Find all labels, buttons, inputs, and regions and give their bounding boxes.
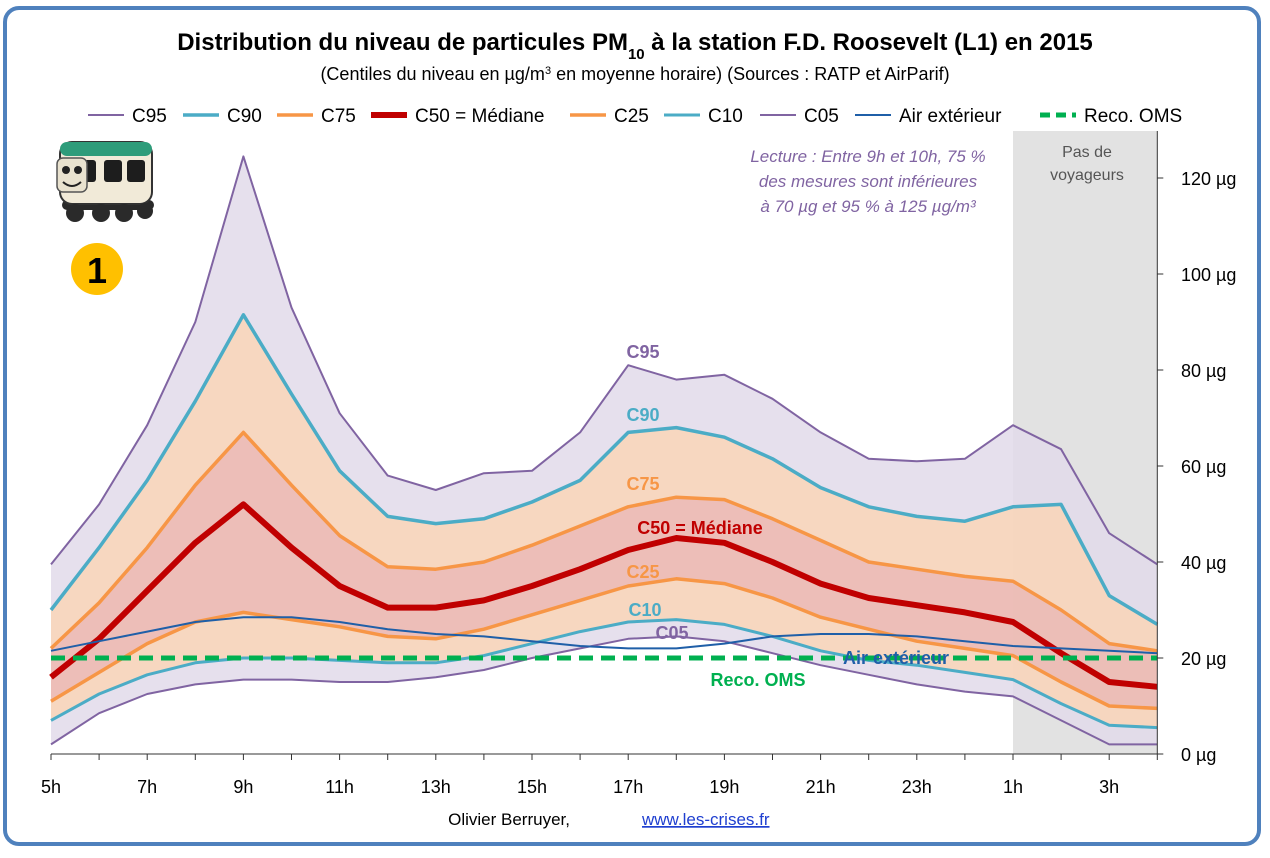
x-tick-label: 11h: [325, 777, 354, 797]
no-passenger-label-line2: voyageurs: [1050, 167, 1124, 184]
inline-label-c05: C05: [655, 623, 688, 643]
inline-label-reco-oms: Reco. OMS: [710, 670, 805, 690]
y-tick-label: 0 µg: [1181, 745, 1216, 765]
chart-title: Distribution du niveau de particules PM1…: [177, 29, 1093, 63]
annotation-line: des mesures sont inférieures: [759, 172, 978, 191]
legend-label-c10: C10: [708, 106, 743, 127]
legend-label-c05: C05: [804, 106, 839, 127]
x-tick-label: 21h: [806, 777, 836, 797]
x-tick-label: 23h: [902, 777, 932, 797]
legend-label-c95: C95: [132, 106, 167, 127]
x-tick-label: 15h: [517, 777, 547, 797]
y-tick-label: 60 µg: [1181, 457, 1226, 477]
inline-label-c10: C10: [628, 600, 661, 620]
legend-label-reco-oms: Reco. OMS: [1084, 106, 1182, 127]
axes: [51, 131, 1158, 755]
legend-label-c50-mediane: C50 = Médiane: [415, 106, 544, 127]
series-line-c50-mediane: [49, 501, 1158, 690]
series-line-c25: [50, 577, 1158, 711]
x-tick-label: 3h: [1099, 777, 1119, 797]
footer-link[interactable]: www.les-crises.fr: [641, 810, 770, 829]
series-line-c75: [49, 430, 1158, 653]
series-line-c95: [50, 155, 1158, 566]
footer-author: Olivier Berruyer,: [448, 810, 570, 829]
legend-label-c25: C25: [614, 106, 649, 127]
series-line-c05: [50, 635, 1158, 746]
y-tick-label: 120 µg: [1181, 169, 1236, 189]
chart-subtitle: (Centiles du niveau en µg/m3 en moyenne …: [320, 64, 949, 84]
inline-label-c50-mediane: C50 = Médiane: [637, 518, 763, 538]
reading-annotation: Lecture : Entre 9h et 10h, 75 % des mesur…: [750, 147, 985, 216]
y-tick-label: 100 µg: [1181, 265, 1236, 285]
band-c25-c75: [51, 432, 1158, 709]
x-axis-ticks: 5h 7h 9h 11h 13h 15h 17h 19h 21h 23h 1h 3h: [41, 754, 1158, 797]
y-tick-label: 80 µg: [1181, 361, 1226, 381]
legend-label-c75: C75: [321, 106, 356, 127]
x-tick-label: 7h: [137, 777, 157, 797]
number-badge: 1: [71, 243, 123, 295]
legend-label-c90: C90: [227, 106, 262, 127]
x-tick-label: 13h: [421, 777, 451, 797]
y-tick-label: 20 µg: [1181, 649, 1226, 669]
series-lines: [49, 155, 1159, 746]
series-line-air-exterieur: [50, 616, 1158, 655]
legend-label-air-exterieur: Air extérieur: [899, 106, 1002, 127]
x-tick-label: 19h: [709, 777, 739, 797]
inline-label-c95: C95: [626, 342, 659, 362]
x-tick-label: 1h: [1003, 777, 1023, 797]
metro-train-icon: [56, 141, 154, 222]
no-passenger-label-line1: Pas de: [1062, 144, 1112, 161]
y-axis-ticks: 0 µg 20 µg 40 µg 60 µg 80 µg 100 µg 120 µg: [1157, 169, 1236, 765]
annotation-line: à 70 µg et 95 % à 125 µg/m³: [760, 197, 977, 216]
inline-label-c25: C25: [626, 562, 659, 582]
x-tick-label: 9h: [233, 777, 253, 797]
inline-label-c75: C75: [626, 474, 659, 494]
inline-label-air-exterieur: Air extérieur: [843, 648, 949, 668]
y-tick-label: 40 µg: [1181, 553, 1226, 573]
series-line-c90: [49, 313, 1159, 626]
x-tick-label: 17h: [613, 777, 643, 797]
legend: C95 C90 C75 C50 = Médiane C25 C10 C05 Air extér…: [88, 106, 1182, 127]
inline-label-c90: C90: [626, 405, 659, 425]
x-tick-label: 5h: [41, 777, 61, 797]
inline-series-labels: C95 C90 C75 C50 = Médiane C25 C10 C05 Air extér…: [626, 342, 949, 690]
badge-number: 1: [87, 250, 107, 291]
annotation-line: Lecture : Entre 9h et 10h, 75 %: [750, 147, 985, 166]
